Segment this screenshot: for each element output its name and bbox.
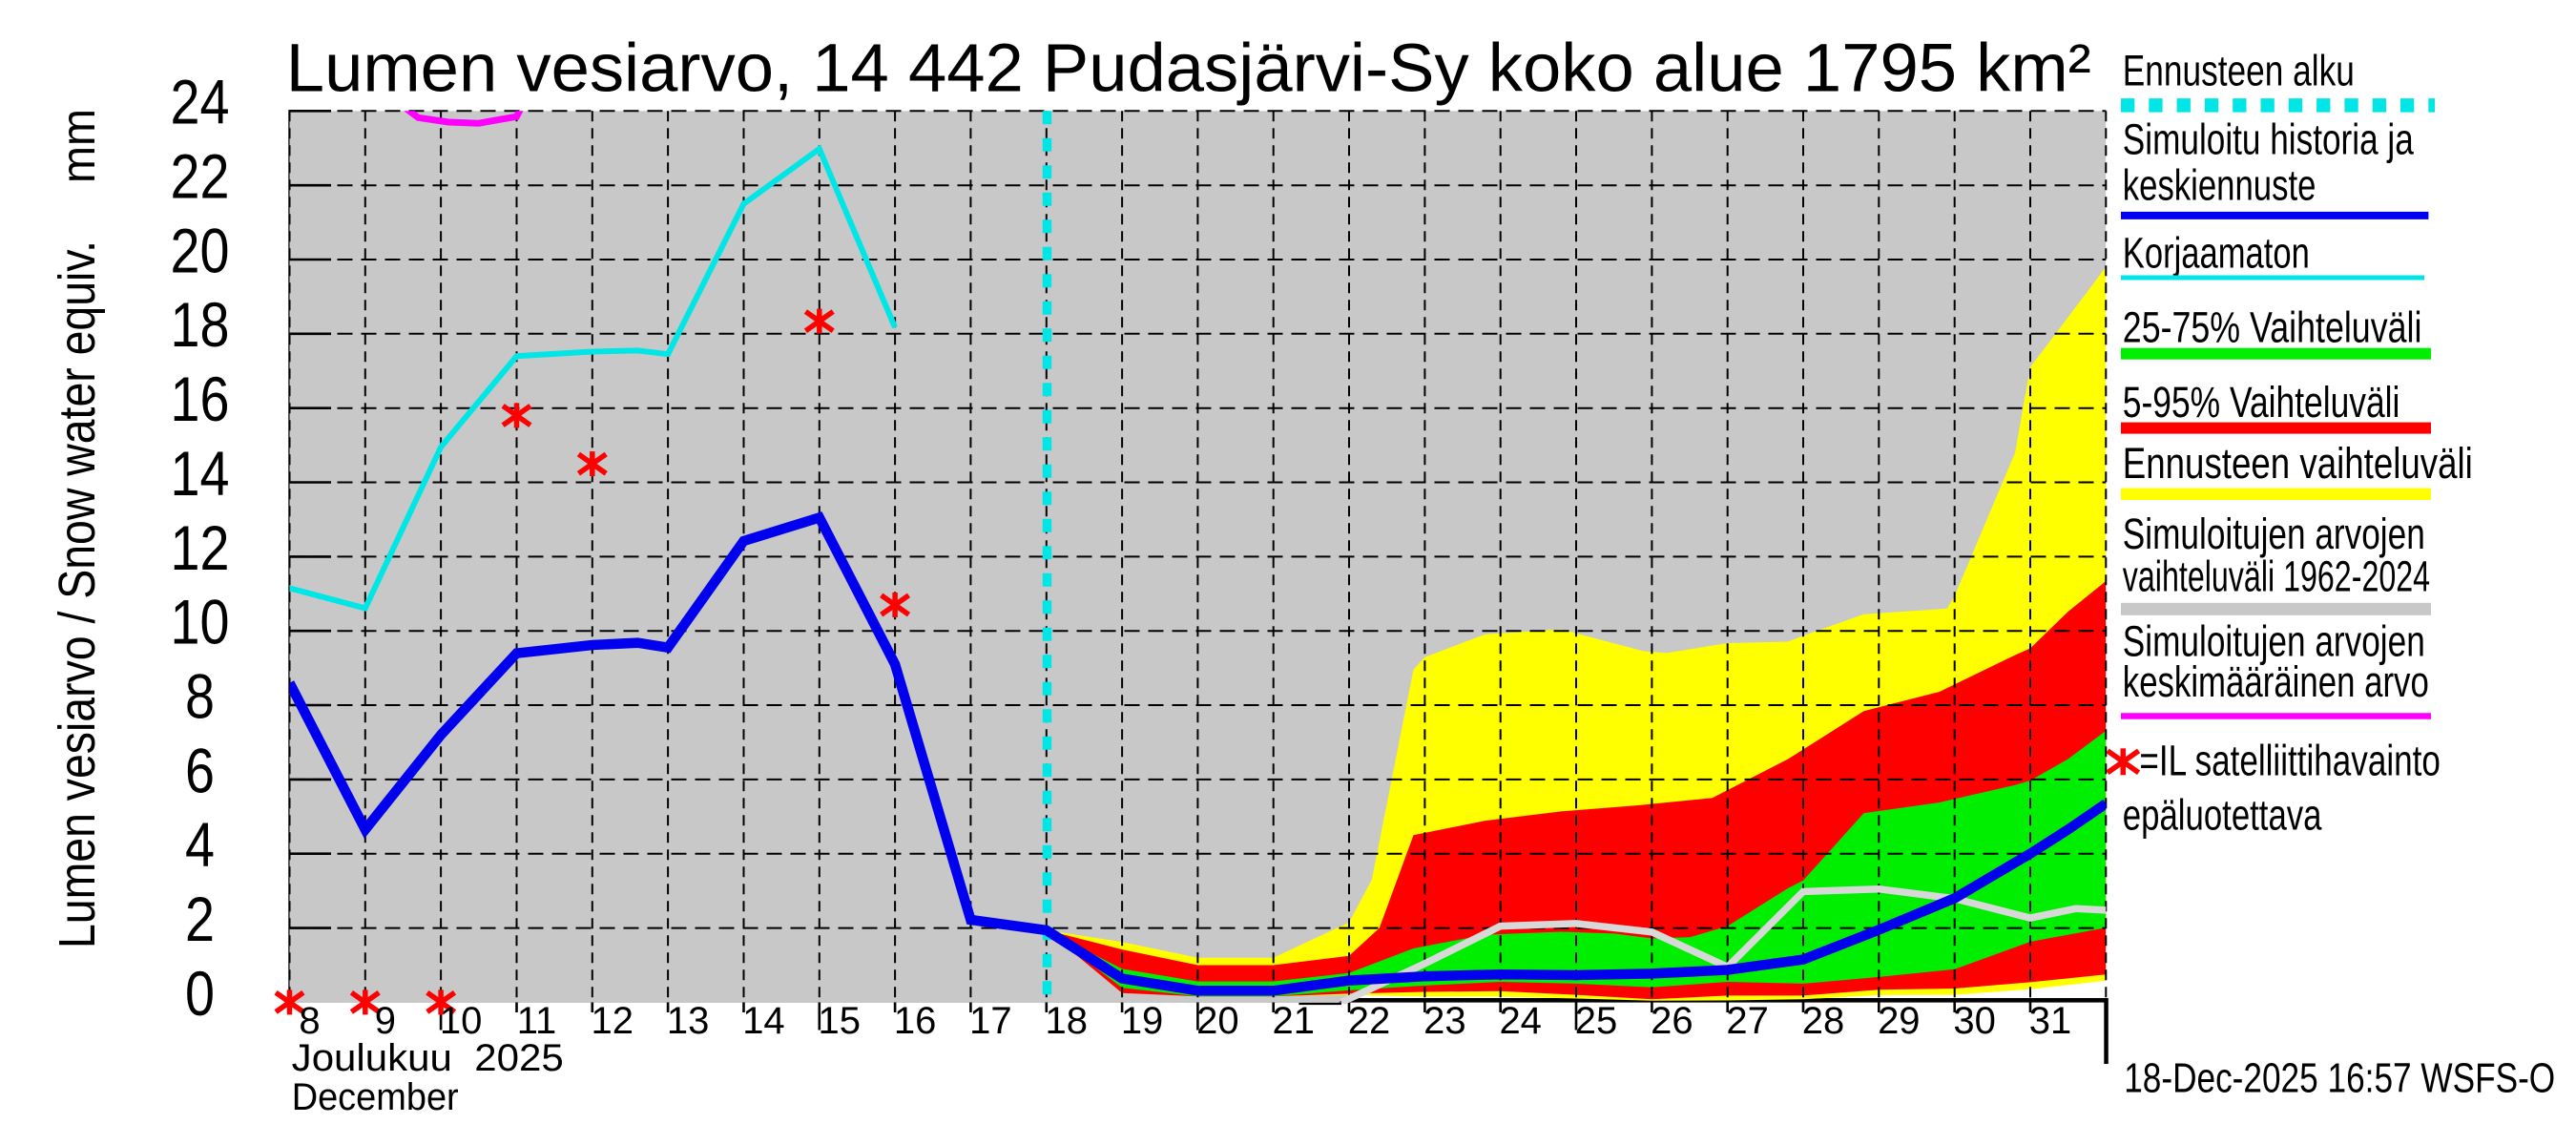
svg-text:8: 8 [185,660,215,731]
svg-text:Ennusteen vaihteluväli: Ennusteen vaihteluväli [2123,439,2473,488]
svg-text:18: 18 [1046,1000,1089,1042]
svg-text:Lumen vesiarvo, 14 442 Pudasjä: Lumen vesiarvo, 14 442 Pudasjärvi-Sy kok… [286,31,2091,107]
svg-text:14: 14 [171,438,230,509]
svg-text:17: 17 [969,1000,1012,1042]
svg-text:2: 2 [185,884,215,954]
svg-text:Joulukuu 2025: Joulukuu 2025 [292,1037,564,1079]
svg-text:12: 12 [171,512,230,583]
svg-text:Ennusteen alku: Ennusteen alku [2123,46,2355,94]
svg-text:Simuloitu historia ja: Simuloitu historia ja [2123,115,2415,164]
svg-text:20: 20 [1196,1000,1239,1042]
svg-text:25-75% Vaihteluväli: 25-75% Vaihteluväli [2123,302,2422,351]
svg-text:8: 8 [299,1000,320,1042]
svg-text:24: 24 [171,67,230,137]
svg-text:26: 26 [1651,1000,1693,1042]
svg-text:27: 27 [1726,1000,1769,1042]
svg-text:11: 11 [517,1000,557,1042]
svg-text:Simuloitujen arvojen: Simuloitujen arvojen [2123,617,2425,666]
svg-text:0: 0 [185,958,215,1029]
svg-text:vaihteluväli 1962-2024: vaihteluväli 1962-2024 [2123,552,2430,601]
svg-text:10: 10 [171,587,230,657]
svg-text:16: 16 [171,364,230,434]
svg-text:15: 15 [819,1000,862,1042]
svg-text:28: 28 [1802,1000,1845,1042]
svg-text:4: 4 [185,809,215,880]
svg-text:12: 12 [592,1000,634,1042]
svg-text:9: 9 [375,1000,396,1042]
svg-text:23: 23 [1423,1000,1466,1042]
svg-text:Simuloitujen arvojen: Simuloitujen arvojen [2123,510,2425,558]
svg-text:21: 21 [1272,1000,1315,1042]
svg-text:10: 10 [440,1000,483,1042]
svg-text:14: 14 [742,1000,785,1042]
svg-text:December: December [292,1076,459,1118]
svg-text:22: 22 [171,141,230,212]
svg-text:Lumen vesiarvo / Snow water eq: Lumen vesiarvo / Snow water equiv. [49,240,106,948]
svg-text:epäluotettava: epäluotettava [2123,791,2322,840]
svg-text:6: 6 [185,735,215,805]
svg-text:keskiennuste: keskiennuste [2123,161,2316,210]
svg-text:22: 22 [1348,1000,1391,1042]
svg-text:25: 25 [1575,1000,1618,1042]
svg-text:=IL satelliittihavainto: =IL satelliittihavainto [2139,737,2441,785]
svg-text:18-Dec-2025 16:57 WSFS-O: 18-Dec-2025 16:57 WSFS-O [2124,1055,2555,1102]
svg-text:16: 16 [894,1000,937,1042]
svg-text:20: 20 [171,215,230,285]
svg-text:19: 19 [1121,1000,1164,1042]
svg-text:31: 31 [2029,1000,2072,1042]
svg-text:5-95% Vaihteluväli: 5-95% Vaihteluväli [2123,378,2400,427]
svg-text:29: 29 [1878,1000,1921,1042]
svg-text:24: 24 [1499,1000,1542,1042]
svg-text:Korjaamaton: Korjaamaton [2123,228,2310,277]
svg-text:30: 30 [1953,1000,1996,1042]
svg-text:keskimääräinen arvo: keskimääräinen arvo [2123,657,2429,706]
svg-text:13: 13 [667,1000,710,1042]
svg-text:18: 18 [171,289,230,360]
svg-text:mm: mm [52,109,105,183]
